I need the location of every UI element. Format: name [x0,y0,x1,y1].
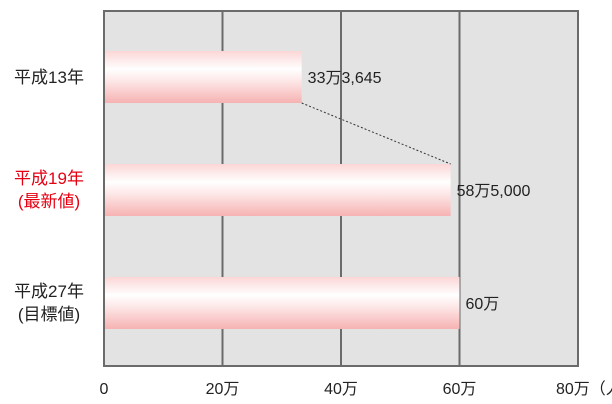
data-label-0: 33万3,645 [308,70,382,87]
plot-border [103,10,579,367]
data-label-2: 60万 [466,296,500,313]
bar-2 [105,277,460,329]
data-label-1: 58万5,000 [457,183,531,200]
category-label-2-line-1: (目標値) [17,305,81,324]
x-tick-label-2: 40万 [324,381,358,398]
bar-1 [105,164,451,216]
category-label-2-line-0: 平成27年 [14,282,84,301]
category-label-1: 平成19年 (最新値) [4,167,94,213]
bars [105,51,460,329]
category-label-1-line-1: (最新値) [17,192,81,211]
x-tick-label-3: 60万 [443,381,477,398]
bar-0 [105,51,302,103]
category-label-1-line-0: 平成19年 [14,169,84,188]
connector-line [301,102,451,165]
category-label-0-line-0: 平成13年 [14,67,84,87]
x-tick-label-0: 0 [100,381,109,398]
data-labels: 33万3,645 58万5,000 60万 [308,70,531,313]
category-label-2: 平成27年 (目標値) [4,280,94,326]
x-tick-label-4: 80万（人） [556,380,612,398]
x-tick-label-1: 20万 [206,381,240,398]
x-axis-ticks: 0 20万 40万 60万 80万（人） [100,380,612,398]
category-label-0: 平成13年 [4,66,94,89]
